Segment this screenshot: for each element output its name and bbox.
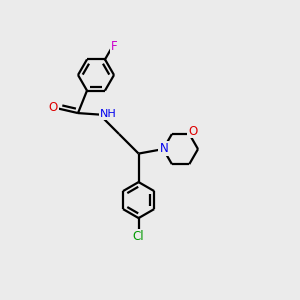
Text: NH: NH — [100, 109, 117, 119]
Text: Cl: Cl — [133, 230, 144, 243]
Text: O: O — [49, 101, 58, 115]
Text: O: O — [188, 124, 197, 137]
Text: F: F — [110, 40, 117, 53]
Text: N: N — [159, 142, 168, 155]
